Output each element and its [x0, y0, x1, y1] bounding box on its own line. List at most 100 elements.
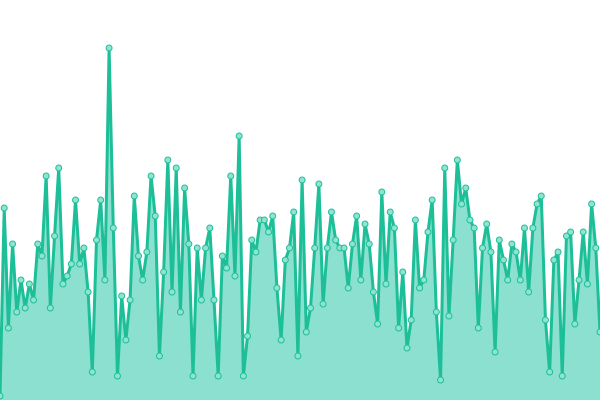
data-point-4: [13, 308, 21, 316]
data-point-27: [109, 224, 117, 232]
data-point-60: [248, 236, 256, 244]
data-point-83: [344, 284, 352, 292]
data-point-44: [181, 184, 189, 192]
data-point-112: [466, 216, 474, 224]
data-point-72: [298, 176, 306, 184]
data-point-31: [126, 296, 134, 304]
data-point-38: [155, 352, 163, 360]
data-point-102: [424, 228, 432, 236]
data-point-134: [558, 372, 566, 380]
data-point-88: [365, 240, 373, 248]
data-point-95: [395, 324, 403, 332]
data-point-53: [218, 252, 226, 260]
data-point-122: [508, 240, 516, 248]
data-point-129: [537, 192, 545, 200]
data-point-17: [67, 260, 75, 268]
data-point-94: [390, 224, 398, 232]
data-point-29: [118, 292, 126, 300]
data-point-19: [76, 260, 84, 268]
data-point-143: [596, 328, 600, 336]
data-point-35: [143, 248, 151, 256]
data-point-76: [315, 180, 323, 188]
data-point-103: [428, 196, 436, 204]
data-point-73: [302, 328, 310, 336]
data-point-23: [93, 236, 101, 244]
data-point-43: [176, 308, 184, 316]
data-point-67: [277, 336, 285, 344]
data-point-113: [470, 224, 478, 232]
data-point-46: [189, 372, 197, 380]
data-point-116: [483, 220, 491, 228]
data-point-63: [260, 216, 268, 224]
data-point-16: [63, 272, 71, 280]
data-point-91: [378, 188, 386, 196]
data-point-50: [206, 224, 214, 232]
data-point-59: [244, 332, 252, 340]
data-point-71: [294, 352, 302, 360]
data-point-110: [458, 200, 466, 208]
data-point-127: [529, 224, 537, 232]
data-point-48: [197, 296, 205, 304]
data-point-107: [445, 312, 453, 320]
data-point-98: [407, 316, 415, 324]
data-point-118: [491, 348, 499, 356]
data-point-138: [575, 276, 583, 284]
data-point-45: [185, 240, 193, 248]
data-point-65: [269, 212, 277, 220]
data-point-66: [273, 284, 281, 292]
data-point-56: [231, 272, 239, 280]
data-point-114: [474, 324, 482, 332]
data-point-30: [122, 336, 130, 344]
data-point-141: [588, 200, 596, 208]
data-point-97: [403, 344, 411, 352]
data-point-121: [504, 276, 512, 284]
data-point-105: [437, 376, 445, 384]
data-point-84: [348, 240, 356, 248]
data-point-25: [101, 276, 109, 284]
data-point-92: [382, 280, 390, 288]
data-point-26: [105, 44, 113, 52]
data-point-42: [172, 164, 180, 172]
data-point-12: [46, 304, 54, 312]
data-point-80: [332, 236, 340, 244]
data-point-37: [151, 212, 159, 220]
data-point-140: [583, 280, 591, 288]
data-point-106: [441, 164, 449, 172]
data-point-86: [357, 276, 365, 284]
data-point-117: [487, 248, 495, 256]
data-point-6: [21, 304, 29, 312]
data-point-61: [252, 248, 260, 256]
data-point-126: [525, 288, 533, 296]
data-point-79: [327, 208, 335, 216]
data-point-20: [80, 244, 88, 252]
data-point-2: [4, 324, 12, 332]
data-point-8: [30, 296, 38, 304]
data-point-135: [562, 232, 570, 240]
data-point-11: [42, 172, 50, 180]
data-point-99: [411, 216, 419, 224]
data-point-18: [72, 196, 80, 204]
data-point-51: [210, 296, 218, 304]
data-point-69: [286, 244, 294, 252]
data-point-90: [374, 320, 382, 328]
data-point-55: [227, 172, 235, 180]
data-point-87: [361, 220, 369, 228]
data-point-58: [239, 372, 247, 380]
data-point-82: [340, 244, 348, 252]
data-point-101: [420, 276, 428, 284]
data-point-142: [592, 244, 600, 252]
data-point-77: [319, 300, 327, 308]
data-point-124: [516, 276, 524, 284]
data-point-111: [462, 184, 470, 192]
data-point-128: [533, 200, 541, 208]
data-point-96: [399, 268, 407, 276]
data-point-109: [453, 156, 461, 164]
data-point-75: [311, 244, 319, 252]
data-point-34: [139, 276, 147, 284]
data-point-78: [323, 244, 331, 252]
data-point-74: [306, 304, 314, 312]
data-point-5: [17, 276, 25, 284]
data-point-0: [0, 392, 4, 400]
data-point-15: [59, 280, 67, 288]
